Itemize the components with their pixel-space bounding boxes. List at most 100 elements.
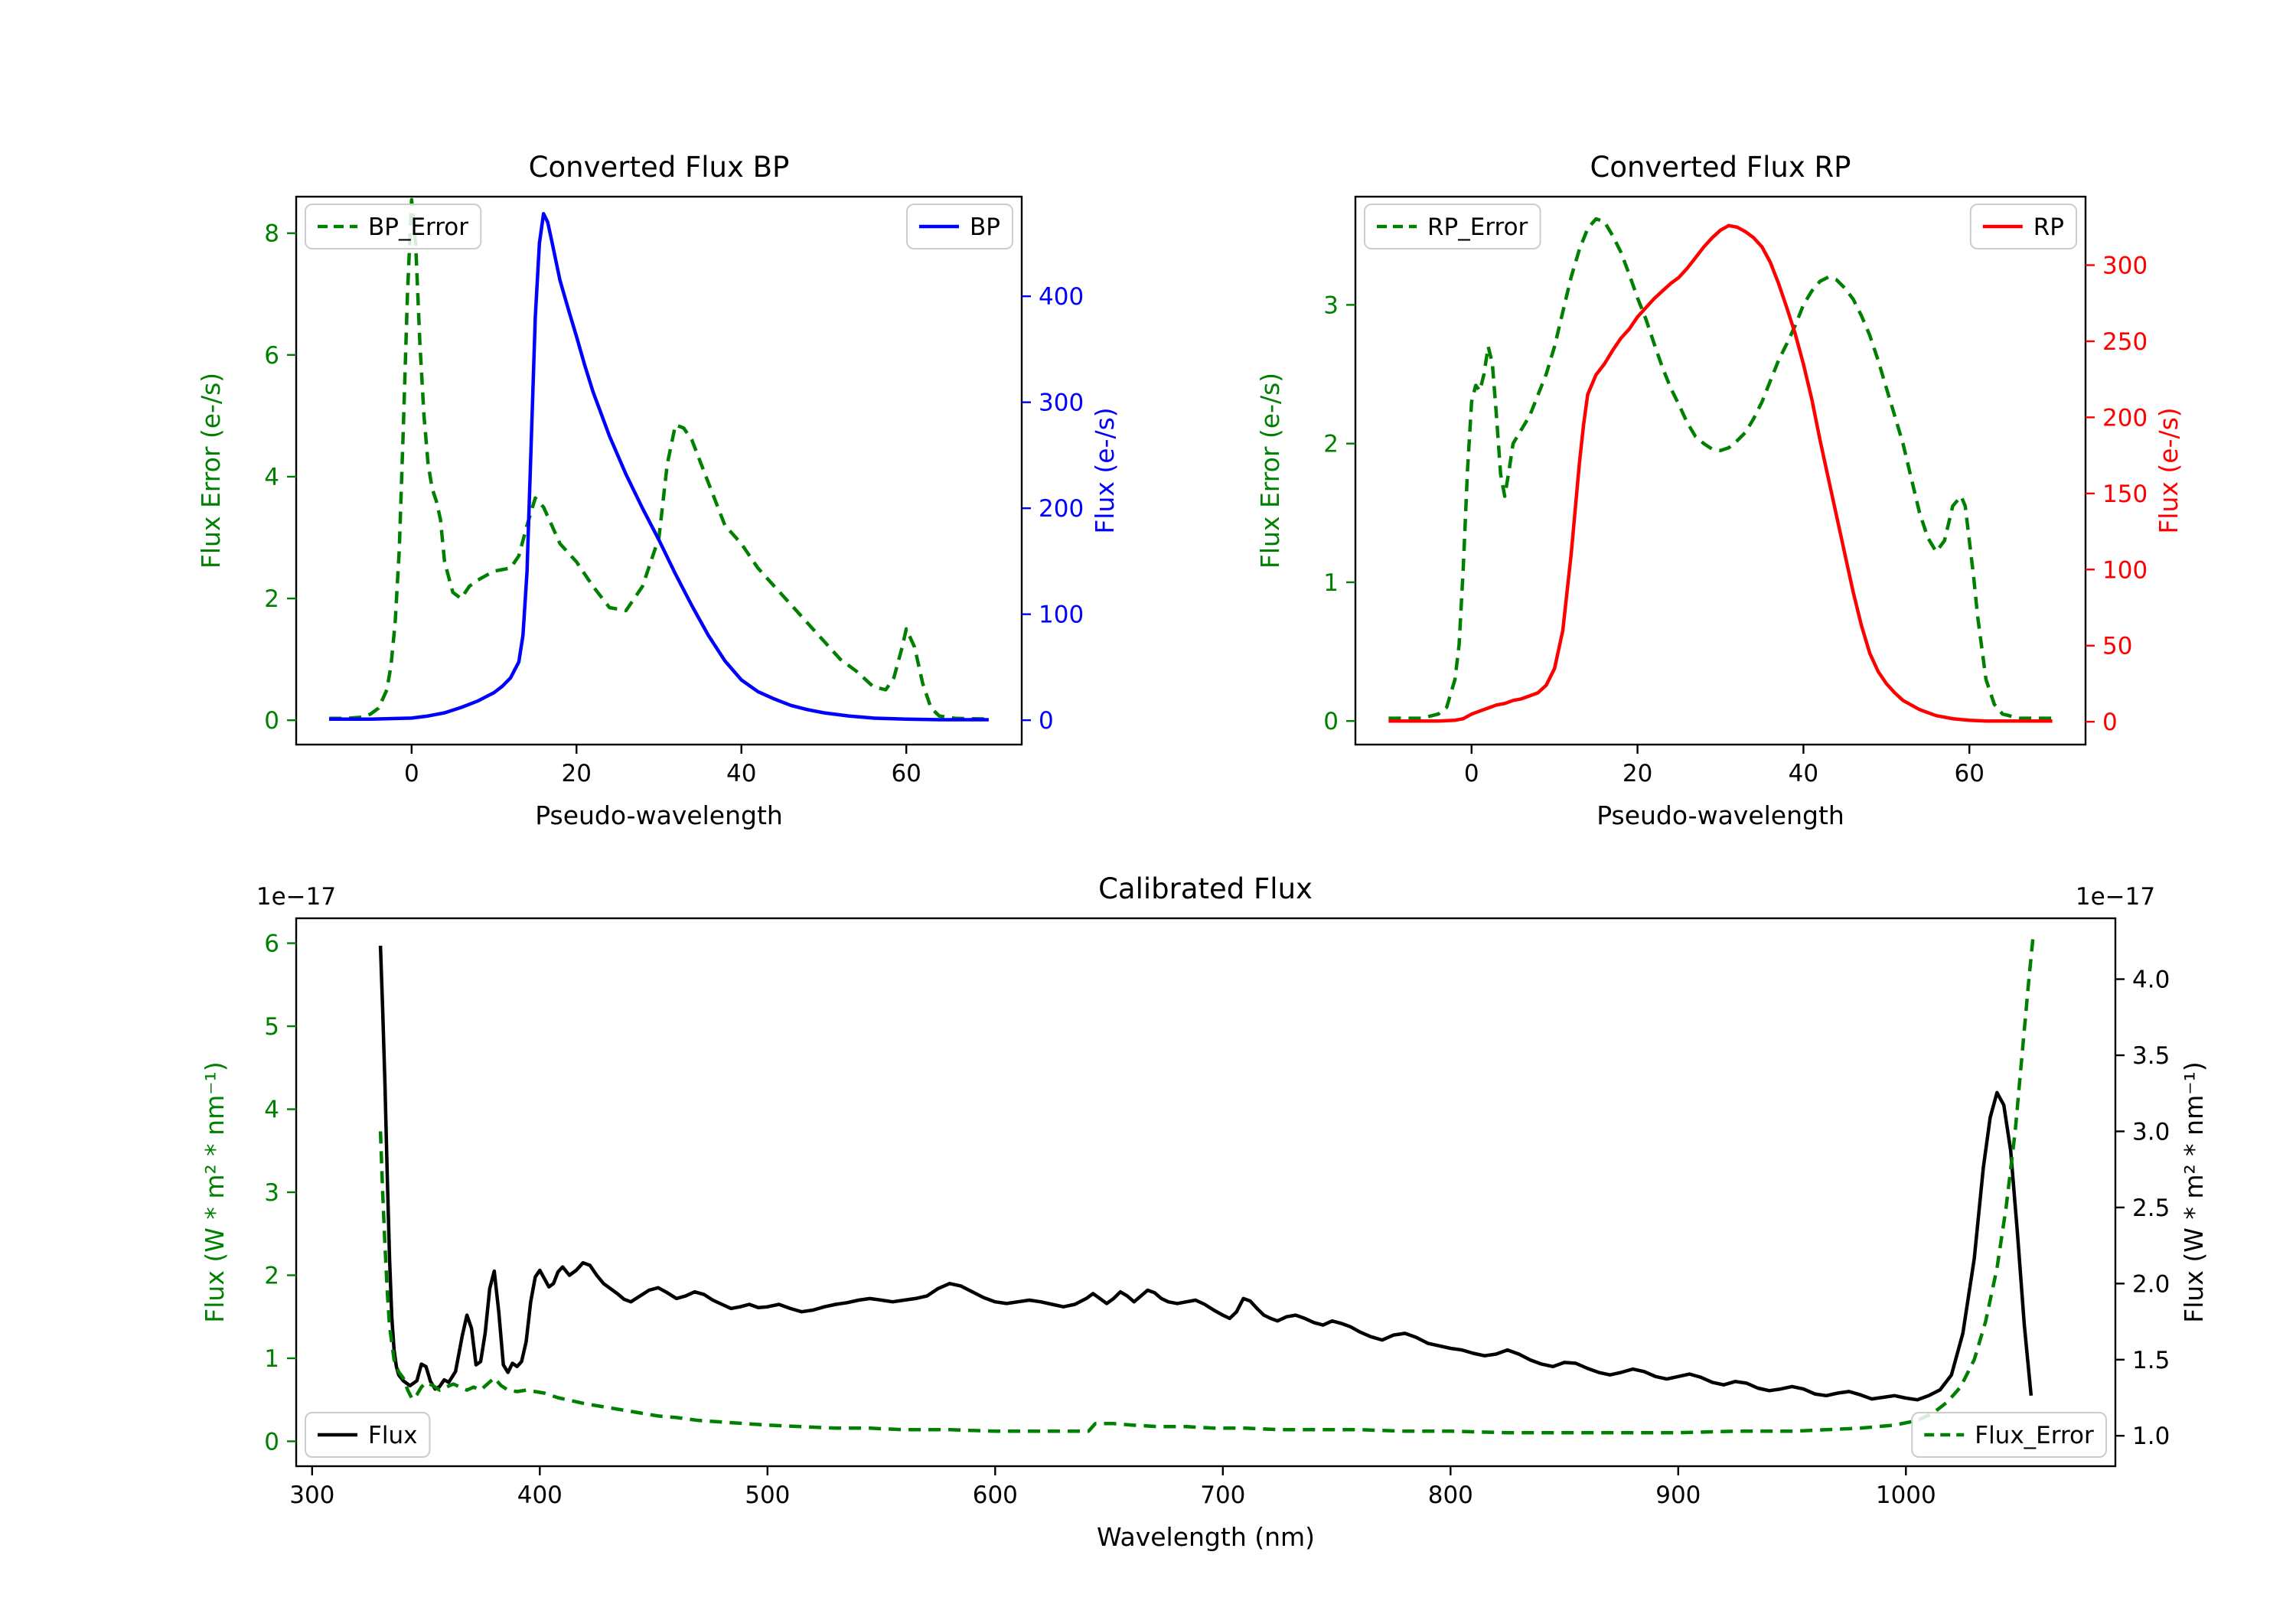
y-tick-label: 5 <box>264 1013 279 1041</box>
legend-label: Flux <box>368 1422 417 1449</box>
x-tick-label: 0 <box>1464 760 1479 787</box>
legend-box <box>1969 204 2077 249</box>
axes-frame <box>295 195 1023 746</box>
x-tick-label: 0 <box>404 760 419 787</box>
series-BP <box>329 211 989 722</box>
x-tick-label: 40 <box>1789 760 1818 787</box>
y-tick-label: 0 <box>264 707 279 735</box>
x-tick-label: 800 <box>1428 1482 1473 1509</box>
y-tick-label: 1.5 <box>2132 1347 2170 1374</box>
right-axis: 1.0 1.5 2.0 2.5 3.0 3.5 4.0 Flux (W * m² * nm⁻¹… <box>2076 883 2209 1450</box>
x-axis: 300 400 500 600 700 800 900 1000 Wavelength (nm) <box>289 1466 1936 1552</box>
x-tick-label: 60 <box>891 760 921 787</box>
series-Flux <box>378 945 2033 1402</box>
x-axis: 0 20 40 60 Pseudo-wavelength <box>404 745 921 830</box>
right-offset-text: 1e−17 <box>2076 883 2155 911</box>
plot-area <box>1388 217 2053 723</box>
y-tick-label: 200 <box>2102 404 2148 432</box>
y-tick-label: 6 <box>264 342 279 370</box>
right-axis: 0 50 100 150 200 250 300 Flux (e-/s) <box>2086 253 2183 736</box>
left-axis-label: Flux (W * m² * nm⁻¹) <box>200 1061 230 1323</box>
y-tick-label: 1.0 <box>2132 1423 2170 1450</box>
legend-box <box>906 204 1013 249</box>
axes-frame <box>1354 195 2087 746</box>
y-tick-label: 8 <box>264 220 279 248</box>
axes-frame <box>295 917 2117 1468</box>
legend-BP_Error: BP_Error <box>305 204 482 249</box>
series-Flux_Error <box>378 933 2036 1435</box>
legend-label: RP_Error <box>1427 214 1528 241</box>
y-tick-label: 1 <box>1323 569 1339 597</box>
y-tick-label: 4 <box>264 464 279 491</box>
left-axis: 0 1 2 3 Flux Error (e-/s) <box>1255 292 1355 735</box>
x-tick-label: 20 <box>1623 760 1652 787</box>
left-axis: 0 2 4 6 8 Flux Error (e-/s) <box>196 220 296 735</box>
y-tick-label: 300 <box>1039 390 1084 417</box>
y-tick-label: 250 <box>2102 328 2148 356</box>
plot-area <box>329 197 989 722</box>
y-tick-label: 2 <box>1323 431 1339 458</box>
y-tick-label: 2 <box>264 585 279 613</box>
y-tick-label: 3 <box>1323 292 1339 319</box>
legend-RP: RP <box>1969 204 2077 249</box>
x-tick-label: 900 <box>1655 1482 1701 1509</box>
legend-label: BP <box>970 214 1000 241</box>
chart-title-cal: Calibrated Flux <box>1098 872 1313 905</box>
legend-box <box>305 204 482 249</box>
chart-title-rp: Converted Flux RP <box>1590 151 1851 184</box>
x-tick-label: 300 <box>289 1482 334 1509</box>
y-tick-label: 4.0 <box>2132 966 2170 994</box>
x-tick-label: 40 <box>726 760 756 787</box>
y-tick-label: 1 <box>264 1345 279 1373</box>
y-tick-label: 200 <box>1039 495 1084 523</box>
x-tick-label: 1000 <box>1876 1482 1936 1509</box>
y-tick-label: 0 <box>264 1428 279 1455</box>
chart-title-bp: Converted Flux BP <box>528 151 790 184</box>
series-BP_Error <box>329 197 989 721</box>
left-offset-text: 1e−17 <box>256 883 336 911</box>
y-tick-label: 4 <box>264 1097 279 1124</box>
y-tick-label: 100 <box>2102 556 2148 584</box>
legend-BP: BP <box>906 204 1013 249</box>
y-tick-label: 300 <box>2102 253 2148 280</box>
y-tick-label: 150 <box>2102 481 2148 508</box>
legend-label: RP <box>2033 214 2064 241</box>
left-axis: 0 1 2 3 4 5 6 Flux (W * m² * nm⁻¹) 1e−17 <box>200 883 336 1455</box>
x-axis-label: Wavelength (nm) <box>1097 1522 1315 1552</box>
y-tick-label: 3.0 <box>2132 1118 2170 1146</box>
right-axis: 0 100 200 300 400 Flux (e-/s) <box>1022 283 1120 735</box>
legend-label: Flux_Error <box>1975 1422 2094 1449</box>
plot-area <box>378 933 2036 1435</box>
right-axis-label: Flux (e-/s) <box>1090 407 1120 533</box>
x-tick-label: 400 <box>517 1482 563 1509</box>
y-tick-label: 6 <box>264 931 279 958</box>
legend-box <box>305 1412 431 1458</box>
x-tick-label: 20 <box>562 760 592 787</box>
y-tick-label: 2 <box>264 1262 279 1289</box>
legend-label: BP_Error <box>368 214 468 241</box>
y-tick-label: 2.5 <box>2132 1195 2170 1222</box>
y-tick-label: 100 <box>1039 601 1084 629</box>
left-axis-label: Flux Error (e-/s) <box>1255 373 1285 569</box>
y-tick-label: 2.0 <box>2132 1270 2170 1298</box>
x-tick-label: 60 <box>1955 760 1985 787</box>
legend-Flux: Flux <box>305 1412 431 1458</box>
legend-Flux_Error: Flux_Error <box>1911 1412 2107 1458</box>
right-axis-label: Flux (W * m² * nm⁻¹) <box>2179 1061 2209 1323</box>
series-RP <box>1388 223 2053 723</box>
y-tick-label: 50 <box>2102 633 2132 660</box>
x-tick-label: 600 <box>973 1482 1018 1509</box>
x-axis-label: Pseudo-wavelength <box>1596 800 1844 830</box>
legend-RP_Error: RP_Error <box>1364 204 1541 249</box>
y-tick-label: 3 <box>264 1179 279 1207</box>
y-tick-label: 0 <box>2102 709 2118 736</box>
series-RP_Error <box>1388 217 2053 720</box>
y-tick-label: 0 <box>1039 707 1054 735</box>
y-tick-label: 400 <box>1039 283 1084 311</box>
right-axis-label: Flux (e-/s) <box>2154 407 2183 533</box>
x-axis-label: Pseudo-wavelength <box>535 800 783 830</box>
